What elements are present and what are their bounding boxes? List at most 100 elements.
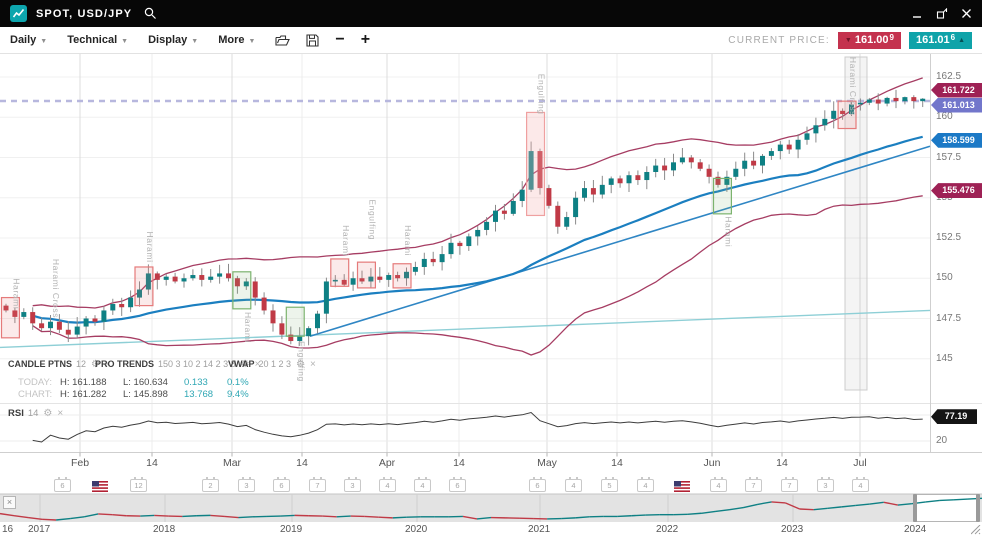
menu-more[interactable]: More ▼ bbox=[218, 34, 256, 46]
candle-up bbox=[190, 275, 196, 279]
zoom-out-button[interactable]: − bbox=[335, 31, 345, 48]
x-axis-label: Jun bbox=[703, 457, 721, 469]
menu-timeframe[interactable]: Daily ▼ bbox=[10, 34, 48, 46]
navigator-year-label: 2018 bbox=[153, 524, 176, 535]
candle-up bbox=[128, 297, 134, 308]
navigator-year-label: 2022 bbox=[656, 524, 679, 535]
gear-icon[interactable]: ⚙ bbox=[43, 408, 53, 419]
navigator-left-handle[interactable] bbox=[913, 494, 917, 522]
bollinger-lower-band bbox=[32, 195, 923, 356]
calendar-event-icon[interactable]: 6 bbox=[273, 477, 290, 492]
candle-up bbox=[608, 178, 614, 185]
navigator-right-handle[interactable] bbox=[976, 494, 980, 522]
navigator-series-segment bbox=[280, 514, 295, 517]
x-axis-label: Apr bbox=[378, 457, 396, 469]
calendar-event-icon[interactable]: 3 bbox=[238, 477, 255, 492]
candle-up bbox=[760, 155, 765, 166]
candle-up bbox=[804, 133, 810, 140]
candle-down bbox=[377, 276, 383, 280]
pattern-label: Engulfing bbox=[537, 74, 547, 115]
calendar-event-icon[interactable]: 4 bbox=[379, 477, 396, 492]
navigator-series-segment bbox=[112, 513, 127, 517]
candle-up bbox=[653, 165, 659, 172]
trend-line bbox=[309, 145, 931, 337]
calendar-event-icon[interactable]: 12 bbox=[130, 477, 147, 492]
close-icon[interactable]: × bbox=[57, 408, 64, 419]
candle-down bbox=[359, 278, 365, 282]
navigator-series-segment bbox=[869, 501, 884, 505]
indicator-name: CANDLE PTNS bbox=[8, 359, 73, 369]
us-flag-event-icon[interactable] bbox=[92, 479, 108, 492]
navigator-series-segment bbox=[182, 515, 197, 518]
popout-button[interactable] bbox=[936, 7, 948, 20]
calendar-event-icon[interactable]: 6 bbox=[449, 477, 466, 492]
indicator-name: VWAP bbox=[228, 359, 255, 369]
calendar-event-icon[interactable]: 4 bbox=[565, 477, 582, 492]
gear-icon[interactable]: ⚙ bbox=[296, 359, 306, 370]
close-icon[interactable]: × bbox=[105, 359, 111, 370]
candle-down bbox=[430, 258, 436, 263]
stats-value: H: 161.188 bbox=[60, 377, 107, 388]
candle-up bbox=[742, 160, 748, 169]
candle-up bbox=[101, 310, 107, 322]
calendar-event-icon[interactable]: 6 bbox=[529, 477, 546, 492]
candle-down bbox=[270, 310, 276, 324]
window-title: SPOT, USD/JPY bbox=[36, 7, 133, 20]
resize-grip[interactable] bbox=[970, 522, 981, 540]
calendar-event-icon[interactable]: 4 bbox=[637, 477, 654, 492]
close-button[interactable] bbox=[961, 8, 972, 19]
candle-down bbox=[252, 281, 258, 298]
minimize-button[interactable] bbox=[912, 8, 923, 19]
price-axis-label: 160 bbox=[936, 111, 953, 123]
candle-down bbox=[226, 273, 231, 279]
navigator-background[interactable] bbox=[0, 494, 982, 522]
rsi-axis-label: 20 bbox=[936, 435, 948, 446]
us-flag-event-icon[interactable] bbox=[674, 479, 690, 492]
candle-down bbox=[617, 178, 623, 184]
indicator-legend-candle-ptns: CANDLE PTNS 12 ⚙ × bbox=[8, 359, 111, 370]
rsi-indicator-params: 14 bbox=[27, 408, 39, 419]
close-icon[interactable]: × bbox=[310, 359, 316, 370]
calendar-event-icon[interactable]: 7 bbox=[309, 477, 326, 492]
calendar-event-icon[interactable]: 4 bbox=[414, 477, 431, 492]
navigator-series-segment bbox=[841, 504, 856, 508]
open-folder-icon[interactable] bbox=[275, 34, 291, 47]
candle-up bbox=[626, 175, 632, 184]
pattern-label: Harami Cross bbox=[848, 57, 858, 116]
save-icon[interactable] bbox=[306, 33, 319, 47]
candle-down bbox=[635, 175, 641, 181]
gear-icon[interactable]: ⚙ bbox=[240, 359, 250, 370]
candle-down bbox=[911, 97, 917, 102]
arrow-down-icon: ▼ bbox=[844, 36, 852, 44]
calendar-event-icon[interactable]: 7 bbox=[745, 477, 762, 492]
zoom-in-button[interactable]: + bbox=[360, 31, 371, 48]
menu-display[interactable]: Display ▼ bbox=[148, 34, 199, 46]
calendar-event-icon[interactable]: 3 bbox=[817, 477, 834, 492]
price-axis-label: 162.5 bbox=[936, 71, 962, 82]
close-icon[interactable]: × bbox=[254, 359, 261, 370]
calendar-event-icon[interactable]: 3 bbox=[344, 477, 361, 492]
calendar-event-icon[interactable]: 4 bbox=[710, 477, 727, 492]
candle-down bbox=[546, 188, 552, 206]
calendar-event-icon[interactable]: 6 bbox=[54, 477, 71, 492]
calendar-event-icon[interactable]: 4 bbox=[852, 477, 869, 492]
candle-up bbox=[448, 242, 454, 255]
menu-technical[interactable]: Technical ▼ bbox=[67, 34, 129, 46]
calendar-event-icon[interactable]: 2 bbox=[202, 477, 219, 492]
candle-up bbox=[466, 236, 472, 247]
gear-icon[interactable]: ⚙ bbox=[91, 359, 100, 370]
search-icon[interactable] bbox=[144, 7, 157, 20]
x-axis-label: Jul bbox=[853, 457, 867, 469]
pattern-label: Harami bbox=[403, 225, 413, 256]
ask-price-badge: 161.01 6 ▲ bbox=[908, 31, 972, 49]
calendar-event-icon[interactable]: 7 bbox=[781, 477, 798, 492]
candle-up bbox=[573, 197, 579, 218]
navigator-close-button[interactable]: × bbox=[3, 496, 16, 509]
price-axis-label: 145 bbox=[936, 352, 953, 364]
calendar-event-icon[interactable]: 5 bbox=[601, 477, 618, 492]
candle-up bbox=[412, 266, 418, 272]
navigator-series-segment bbox=[322, 515, 337, 518]
navigator-series-segment bbox=[771, 501, 786, 504]
